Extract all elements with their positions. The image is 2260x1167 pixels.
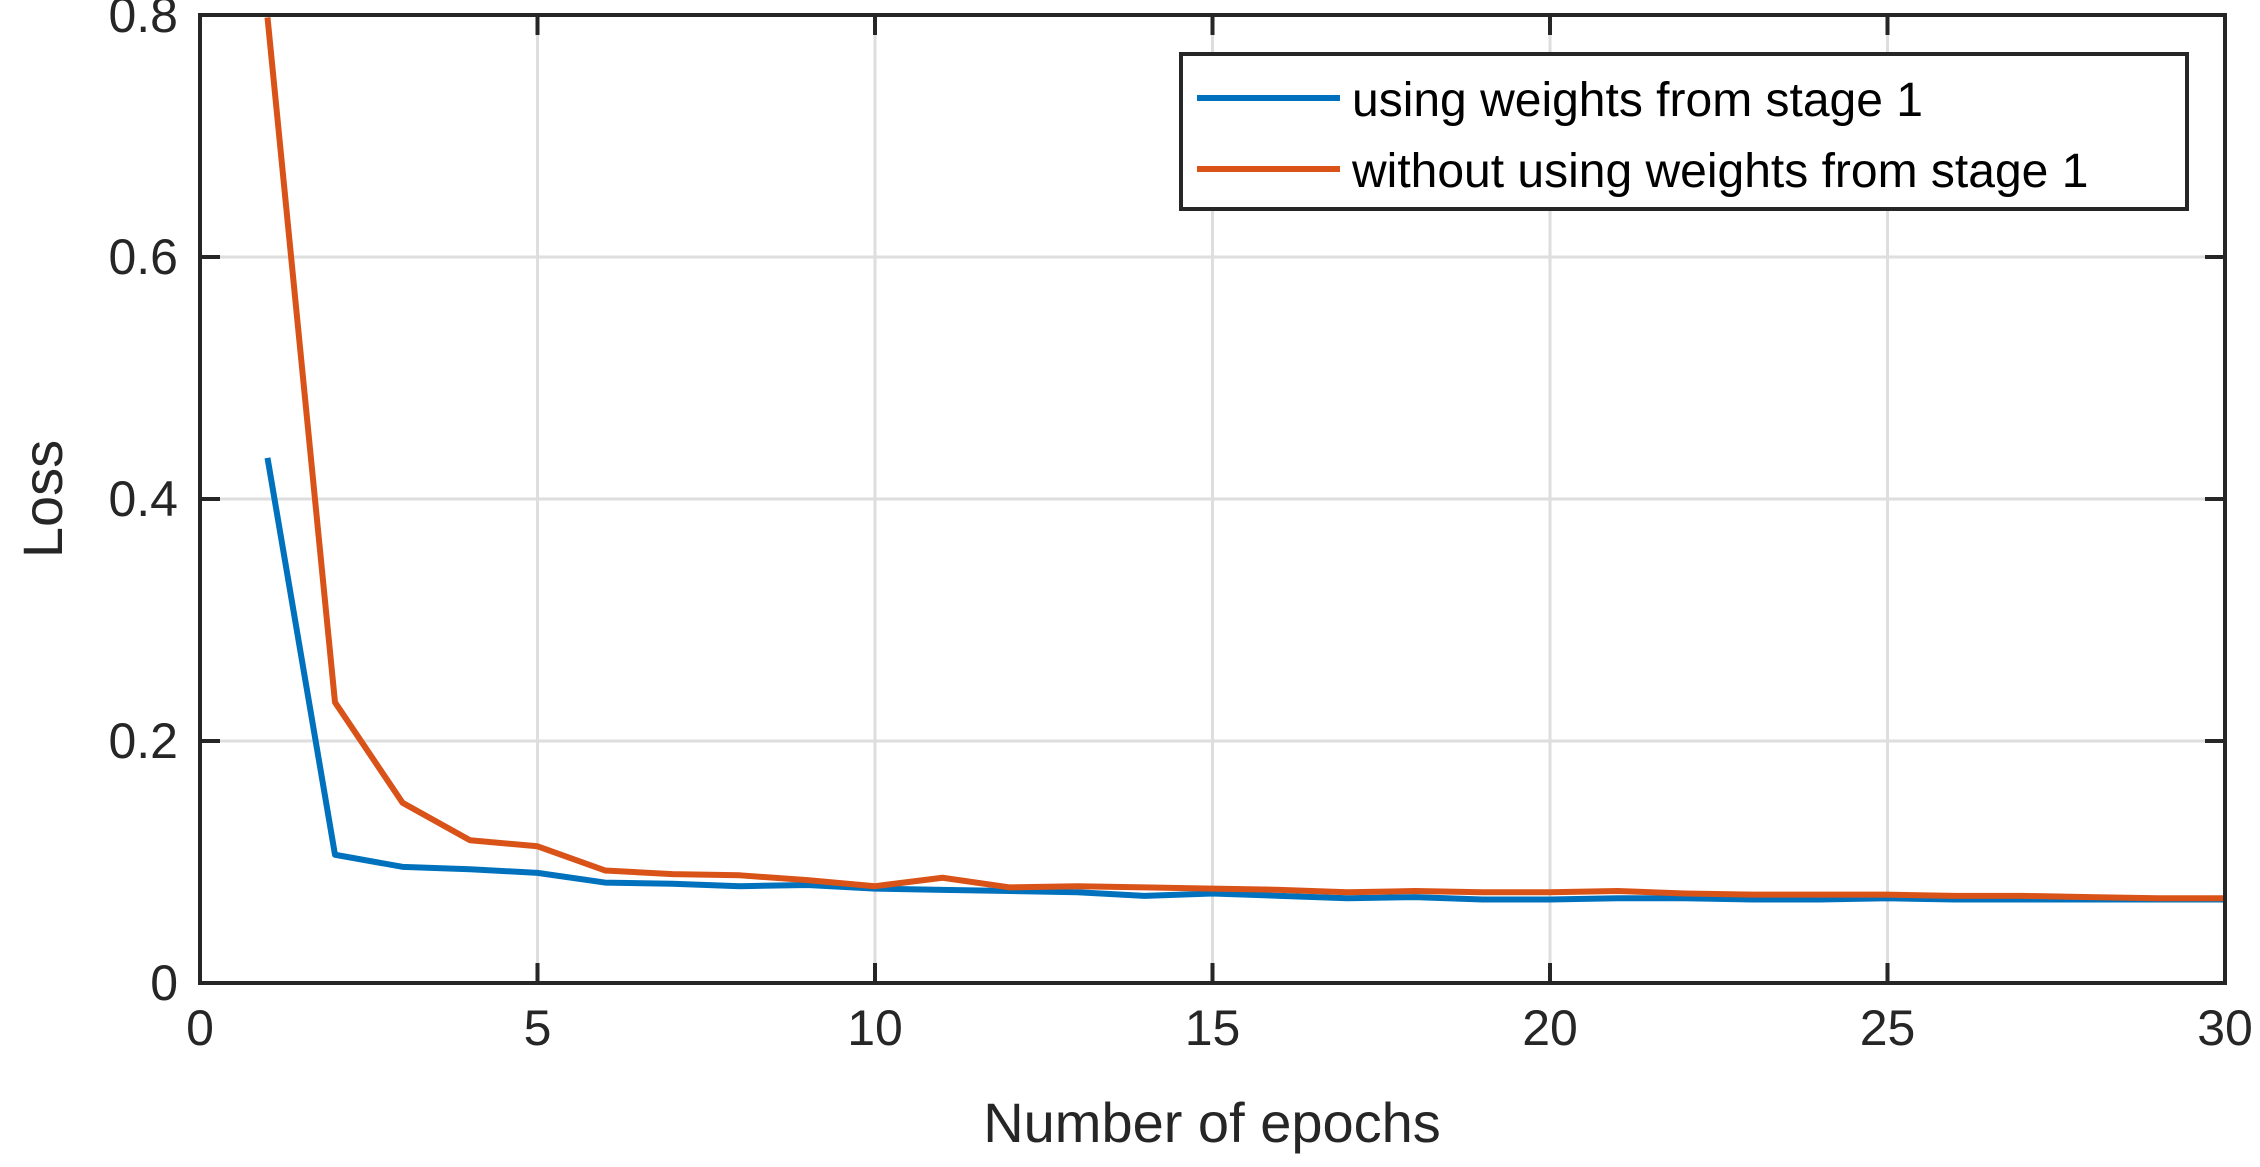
y-tick-label: 0.4 xyxy=(108,471,178,527)
x-tick-label: 25 xyxy=(1860,1000,1916,1056)
y-tick-label: 0.6 xyxy=(108,229,178,285)
x-tick-label: 5 xyxy=(524,1000,552,1056)
x-tick-label: 30 xyxy=(2197,1000,2253,1056)
y-axis-label: Loss xyxy=(11,440,74,558)
y-tick-labels: 0 0.2 0.4 0.6 0.8 xyxy=(108,0,178,1011)
x-tick-labels: 0 5 10 15 20 25 30 xyxy=(186,1000,2253,1056)
tick-marks xyxy=(198,13,2227,985)
series-line-without-weights xyxy=(264,17,2225,902)
y-tick-label: 0.2 xyxy=(108,713,178,769)
x-tick-label: 0 xyxy=(186,1000,214,1056)
legend-box xyxy=(1179,52,2189,211)
legend-label-without-weights: without using weights from stage 1 xyxy=(1351,145,2088,198)
series-lines xyxy=(264,17,2225,903)
x-tick-label: 15 xyxy=(1185,1000,1241,1056)
x-tick-label: 20 xyxy=(1522,1000,1578,1056)
series-line-using-weights xyxy=(264,457,2225,903)
legend-label-using-weights: using weights from stage 1 xyxy=(1352,74,1923,127)
y-tick-label: 0.8 xyxy=(108,0,178,43)
legend: using weights from stage 1 without using… xyxy=(1179,52,2189,211)
x-tick-label: 10 xyxy=(847,1000,903,1056)
x-axis-label: Number of epochs xyxy=(983,1091,1441,1154)
y-tick-label: 0 xyxy=(150,955,178,1011)
